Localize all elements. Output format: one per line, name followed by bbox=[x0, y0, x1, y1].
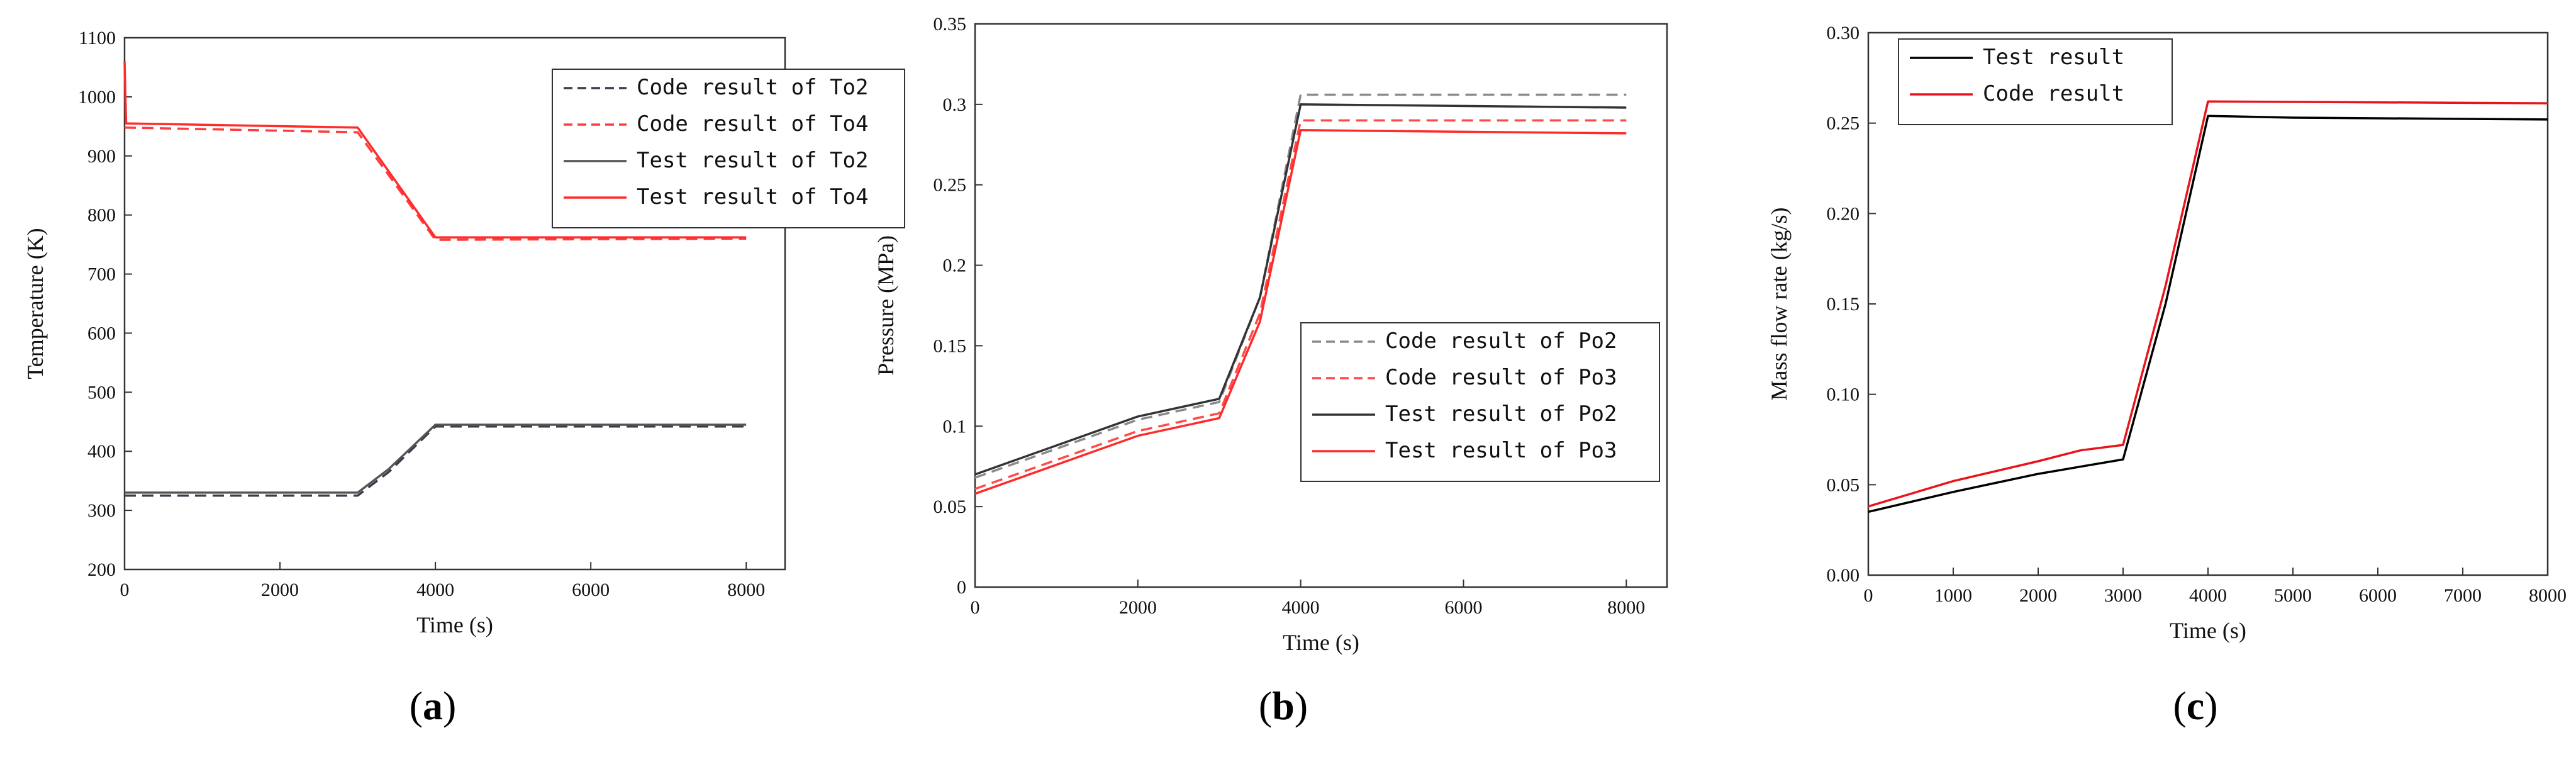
c0-x-tick-label: 6000 bbox=[572, 580, 610, 600]
c2-legend-label-2: Code result bbox=[1983, 81, 2124, 106]
c1-y-tick-label: 0 bbox=[957, 577, 966, 598]
c2-y-tick-label: 0.10 bbox=[1827, 384, 1860, 405]
c2-y-tick-label: 0.20 bbox=[1827, 203, 1860, 224]
c0-legend-label-1: Code result of To2 bbox=[637, 75, 868, 100]
c2-y-tick-label: 0.30 bbox=[1827, 23, 1860, 43]
c0-series-line-3 bbox=[125, 423, 747, 494]
c2-y-tick-label: 0.15 bbox=[1827, 294, 1860, 315]
chart-a: 0 2000 4000 6000 8000 200 300 400 500 600 700 800 90… bbox=[23, 28, 905, 637]
c0-y-tick-label: 500 bbox=[87, 382, 116, 403]
c0-x-tick-label: 4000 bbox=[416, 580, 454, 600]
c2-legend-label-1: Test result bbox=[1983, 45, 2124, 70]
c2-x-tick-label: 5000 bbox=[2274, 585, 2312, 606]
c1-x-tick-label: 6000 bbox=[1444, 597, 1482, 618]
c2-x-tick-label: 4000 bbox=[2189, 585, 2227, 606]
panel-a: 0 2000 4000 6000 8000 200 300 400 500 600 700 800 90… bbox=[0, 0, 905, 762]
c0-y-tick-label: 600 bbox=[87, 323, 116, 344]
c0-y-tick-label: 200 bbox=[87, 559, 116, 580]
c0-series-line-2 bbox=[124, 126, 747, 241]
c2-y-tick-label: 0.05 bbox=[1827, 474, 1860, 495]
c0-series-line-1 bbox=[125, 425, 747, 497]
c2-y-tick-label: 0.25 bbox=[1827, 113, 1860, 134]
c2-series-line-1 bbox=[1868, 115, 2548, 513]
c0-plot-frame bbox=[123, 36, 786, 571]
c1-x-tick-label: 2000 bbox=[1119, 597, 1157, 618]
c0-x-tick-label: 0 bbox=[120, 580, 130, 600]
c1-legend-label-1: Code result of Po2 bbox=[1385, 328, 1617, 354]
c1-legend-label-3: Test result of Po2 bbox=[1385, 401, 1617, 427]
c1-legend-label-2: Code result of Po3 bbox=[1385, 365, 1617, 390]
c2-x-tick-label: 2000 bbox=[2019, 585, 2057, 606]
c0-x-tick-label: 2000 bbox=[261, 580, 299, 600]
c2-x-tick-label: 0 bbox=[1864, 585, 1873, 606]
c0-x-axis-label: Time (s) bbox=[416, 612, 493, 637]
c1-series-line-4 bbox=[974, 129, 1627, 495]
c1-x-tick-label: 4000 bbox=[1282, 597, 1320, 618]
c1-y-axis-label: Pressure (MPa) bbox=[873, 235, 898, 376]
c2-legend-box bbox=[1898, 38, 2173, 125]
c1-x-tick-label: 0 bbox=[971, 597, 980, 618]
c1-series-line-2 bbox=[974, 119, 1627, 490]
c0-legend-box bbox=[552, 69, 905, 228]
c1-y-tick-label: 0.05 bbox=[934, 496, 967, 517]
c1-series-line-3 bbox=[974, 103, 1627, 476]
c0-legend-label-4: Test result of To4 bbox=[637, 184, 868, 210]
c2-series-line-2 bbox=[1868, 100, 2548, 508]
c1-series-line-1 bbox=[974, 93, 1627, 479]
c1-legend-box bbox=[1300, 322, 1660, 482]
panel-b: 0 2000 4000 6000 8000 0 0.05 0.1 0.15 0.2 0.25 0.3 0… bbox=[837, 0, 1692, 762]
caption-a: (a) bbox=[409, 683, 457, 728]
c1-y-tick-label: 0.25 bbox=[934, 175, 967, 196]
c1-legend-label-4: Test result of Po3 bbox=[1385, 438, 1617, 463]
c0-y-tick-label: 800 bbox=[87, 205, 116, 226]
c2-y-tick-label: 0.00 bbox=[1827, 565, 1860, 586]
caption-c: (c) bbox=[2173, 683, 2218, 728]
c0-series-line-4 bbox=[123, 61, 747, 239]
c2-x-tick-label: 1000 bbox=[1934, 585, 1972, 606]
caption-b: (b) bbox=[1258, 683, 1308, 728]
c1-y-tick-label: 0.35 bbox=[934, 14, 967, 35]
c0-y-tick-label: 400 bbox=[87, 441, 116, 462]
c1-x-tick-label: 8000 bbox=[1607, 597, 1645, 618]
panel-c: 0 1000 2000 3000 4000 5000 6000 7000 8000 0.00 0.0… bbox=[1724, 0, 2576, 762]
c0-y-tick-label: 700 bbox=[87, 264, 116, 285]
c1-plot-frame bbox=[974, 23, 1668, 588]
c2-x-tick-label: 7000 bbox=[2444, 585, 2482, 606]
c0-legend-label-3: Test result of To2 bbox=[637, 148, 868, 173]
c0-y-axis-label: Temperature (K) bbox=[23, 228, 48, 379]
c2-x-axis-label: Time (s) bbox=[2170, 618, 2246, 643]
c1-y-tick-label: 0.2 bbox=[943, 255, 967, 276]
c0-legend-label-2: Code result of To4 bbox=[637, 111, 868, 137]
chart-b: 0 2000 4000 6000 8000 0 0.05 0.1 0.15 0.2 0.25 0.3 0… bbox=[873, 14, 1668, 655]
c1-y-tick-label: 0.1 bbox=[943, 416, 967, 437]
c1-y-tick-label: 0.3 bbox=[943, 94, 967, 115]
c2-x-tick-label: 6000 bbox=[2359, 585, 2397, 606]
c2-x-tick-label: 3000 bbox=[2104, 585, 2142, 606]
c1-y-tick-label: 0.15 bbox=[934, 335, 967, 356]
c0-x-tick-label: 8000 bbox=[727, 580, 765, 600]
c0-y-tick-label: 900 bbox=[87, 146, 116, 167]
c2-x-tick-label: 8000 bbox=[2529, 585, 2567, 606]
c2-y-axis-label: Mass flow rate (kg/s) bbox=[1766, 208, 1792, 401]
c0-y-tick-label: 1000 bbox=[78, 87, 116, 108]
c0-y-tick-label: 300 bbox=[87, 500, 116, 521]
c0-y-tick-label: 1100 bbox=[79, 28, 116, 48]
c1-x-axis-label: Time (s) bbox=[1283, 630, 1359, 655]
chart-c: 0 1000 2000 3000 4000 5000 6000 7000 8000 0.00 0.0… bbox=[1766, 23, 2567, 643]
